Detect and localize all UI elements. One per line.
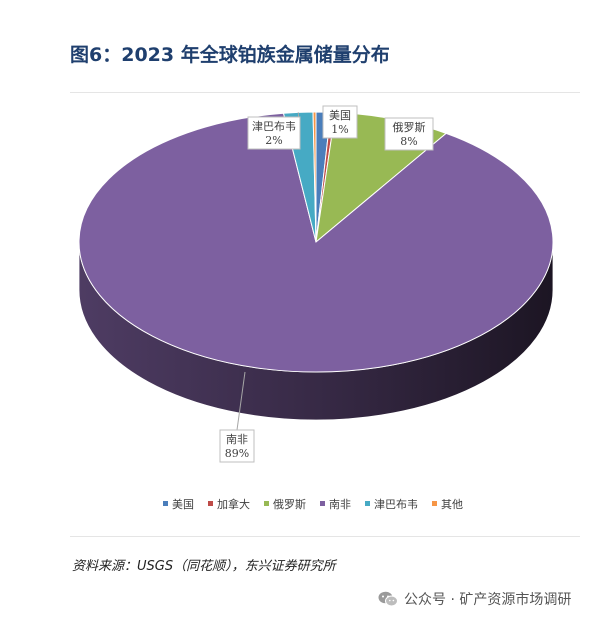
callout-name-0: 美国 [329,109,351,122]
legend-item-4: 津巴布韦 [365,498,418,511]
wechat-icon [378,591,398,607]
legend-swatch-2 [264,501,269,506]
callout-name-3: 南非 [226,433,248,446]
legend-item-5: 其他 [432,498,463,511]
legend-label-5: 其他 [441,498,463,511]
divider-bottom [70,536,580,537]
legend-item-2: 俄罗斯 [264,498,306,511]
legend-swatch-5 [432,501,437,506]
watermark: 公众号 · 矿产资源市场调研 [378,588,571,610]
callout-box-2 [384,117,434,151]
callout-0: 美国1% [322,105,358,139]
legend-label-4: 津巴布韦 [374,498,418,511]
callout-name-4: 津巴布韦 [252,120,296,133]
watermark-text: 公众号 · 矿产资源市场调研 [404,592,572,608]
legend-item-1: 加拿大 [208,497,250,511]
pie-top-faces [78,111,554,373]
legend-swatch-0 [163,501,168,506]
legend-label-2: 俄罗斯 [273,498,306,511]
callout-box-3 [219,429,255,463]
callout-value-4: 2% [265,134,282,147]
pie-slice-3 [78,112,554,373]
callout-value-3: 89% [225,447,249,460]
divider-top [70,92,580,93]
callout-name-2: 俄罗斯 [393,121,426,134]
legend-swatch-4 [365,501,370,506]
legend-label-1: 加拿大 [217,497,250,511]
page-title: 图6：2023 年全球铂族金属储量分布 [70,44,390,66]
pie-slice-5 [312,111,317,243]
legend-swatch-1 [208,501,213,506]
callout-value-2: 8% [400,135,417,148]
legend-label-3: 南非 [329,498,351,511]
callout-leader-3 [236,371,246,431]
legend-item-3: 南非 [320,498,351,511]
legend-label-0: 美国 [172,498,194,511]
callout-box-4 [247,116,301,150]
callout-value-0: 1% [331,123,348,136]
legend-item-0: 美国 [163,498,194,511]
callout-box-0 [322,105,358,139]
chart-legend: 美国 加拿大 俄罗斯 南非 津巴布韦 其他 [163,497,463,511]
legend-swatch-3 [320,501,325,506]
source-note: 资料来源：USGS（同花顺），东兴证券研究所 [72,559,336,574]
